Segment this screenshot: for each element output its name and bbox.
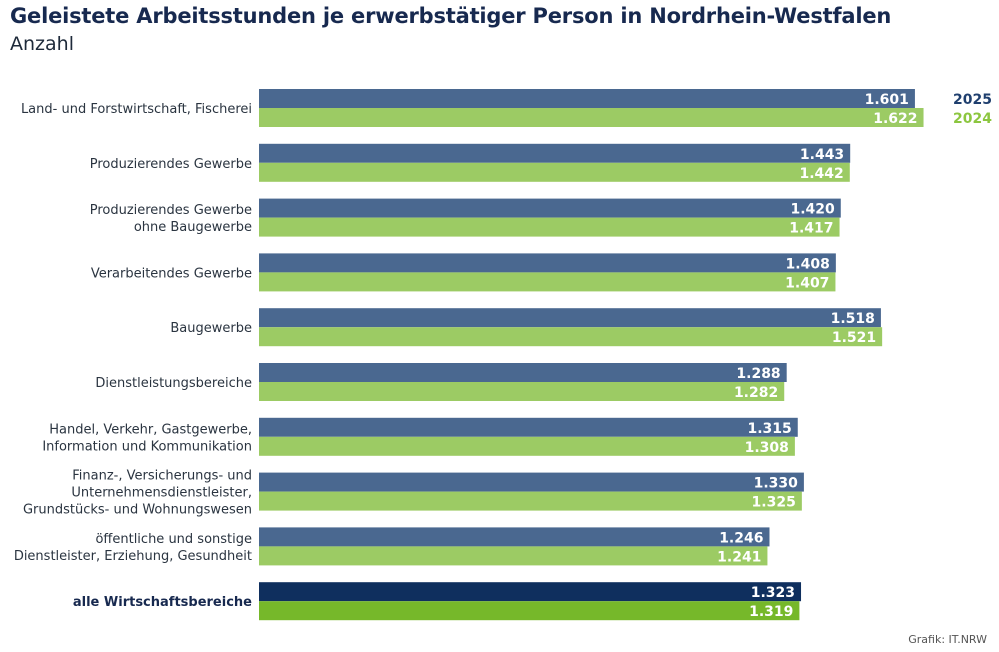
category-label: Land- und Forstwirtschaft, Fischerei <box>21 102 252 117</box>
bar-2024 <box>259 601 800 621</box>
value-label-2024: 1.521 <box>832 330 876 346</box>
value-label-2024: 1.282 <box>734 385 778 401</box>
bar-2025 <box>259 198 841 218</box>
chart-subtitle: Anzahl <box>10 33 74 55</box>
value-label-2024: 1.241 <box>717 549 761 565</box>
value-label-2024: 1.442 <box>799 166 843 182</box>
bar-2024 <box>259 491 802 511</box>
bar-2025 <box>259 417 798 437</box>
value-label-2025: 1.420 <box>790 202 835 218</box>
category-label: Verarbeitendes Gewerbe <box>91 266 252 281</box>
value-label-2025: 1.601 <box>865 92 909 108</box>
value-label-2025: 1.443 <box>800 147 844 163</box>
category-label: öffentliche und sonstige <box>95 532 252 547</box>
bar-2024 <box>259 436 795 456</box>
category-label: Grundstücks- und Wohnungswesen <box>23 503 252 518</box>
bar-2024 <box>259 382 785 401</box>
category-label: ohne Baugewerbe <box>134 220 252 235</box>
value-label-2024: 1.325 <box>752 495 796 511</box>
category-label: Produzierendes Gewerbe <box>90 203 252 218</box>
bar-2025 <box>259 308 881 328</box>
bar-2024 <box>259 108 924 127</box>
source-credit: Grafik: IT.NRW <box>908 633 987 646</box>
value-label-2025: 1.288 <box>736 366 780 382</box>
category-label: alle Wirtschaftsbereiche <box>73 595 252 610</box>
value-label-2025: 1.246 <box>719 530 763 546</box>
category-label: Finanz-, Versicherungs- und <box>72 469 252 484</box>
category-label: Dienstleistungsbereiche <box>95 376 252 391</box>
value-label-2024: 1.622 <box>873 111 917 127</box>
legend-entry-2024: 2024 <box>953 111 992 127</box>
value-label-2025: 1.408 <box>786 256 830 272</box>
bar-2025 <box>259 582 802 602</box>
category-label: Baugewerbe <box>170 321 252 336</box>
bar-2024 <box>259 162 850 182</box>
value-label-2024: 1.407 <box>785 275 829 291</box>
category-label: Dienstleister, Erziehung, Gesundheit <box>14 549 252 564</box>
bar-2025 <box>259 363 787 382</box>
value-label-2025: 1.518 <box>831 311 875 327</box>
bar-2025 <box>259 89 915 108</box>
value-label-2024: 1.417 <box>789 221 833 237</box>
legend-entry-2025: 2025 <box>953 92 992 108</box>
category-label: Handel, Verkehr, Gastgewerbe, <box>49 422 252 437</box>
bar-2024 <box>259 327 883 347</box>
value-label-2025: 1.330 <box>754 476 799 492</box>
bar-2025 <box>259 527 770 547</box>
chart-title: Geleistete Arbeitsstunden je erwerbstäti… <box>10 4 892 28</box>
value-label-2024: 1.319 <box>749 604 793 620</box>
bar-2024 <box>259 272 836 292</box>
bar-2024 <box>259 217 840 237</box>
value-label-2024: 1.308 <box>745 440 789 456</box>
value-label-2025: 1.315 <box>747 421 791 437</box>
bar-2024 <box>259 546 768 566</box>
bar-2025 <box>259 253 836 273</box>
category-label: Unternehmensdienstleister, <box>71 486 252 501</box>
value-label-2025: 1.323 <box>751 585 795 601</box>
category-label: Produzierendes Gewerbe <box>90 157 252 172</box>
bar-2025 <box>259 143 851 163</box>
bar-2025 <box>259 472 804 492</box>
category-label: Information und Kommunikation <box>42 439 252 454</box>
